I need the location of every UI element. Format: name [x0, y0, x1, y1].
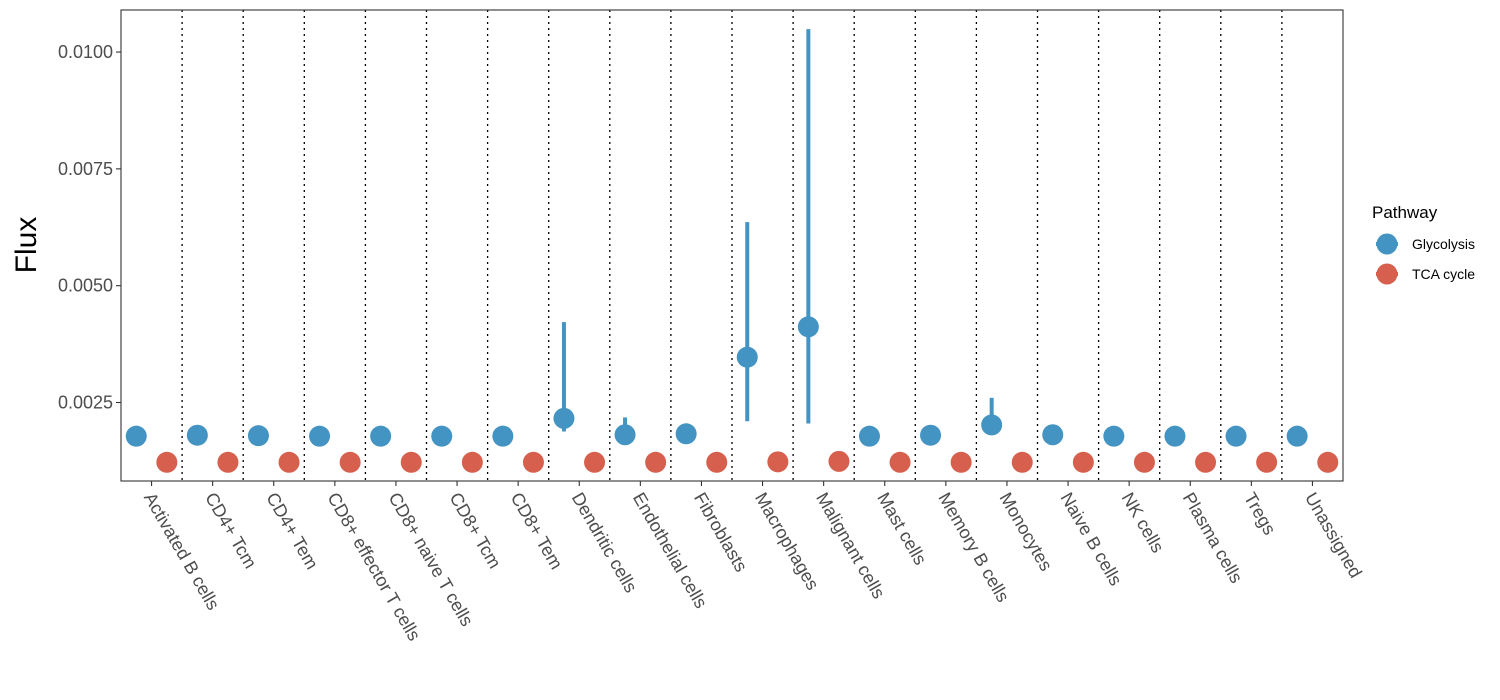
data-point-glycolysis — [492, 425, 514, 447]
data-point-tca-cycle — [645, 451, 667, 473]
data-points — [125, 316, 1339, 473]
data-point-tca-cycle — [950, 451, 972, 473]
x-tick-label: Macrophages — [751, 489, 823, 593]
y-tick-label: 0.0025 — [58, 393, 113, 413]
data-point-tca-cycle — [339, 451, 361, 473]
data-point-glycolysis — [186, 424, 208, 446]
data-point-tca-cycle — [767, 451, 789, 473]
data-point-glycolysis — [920, 424, 942, 446]
x-tick-label: Naive B cells — [1057, 489, 1126, 589]
x-tick-label: CD8+ Tem — [507, 489, 567, 573]
data-point-tca-cycle — [1133, 451, 1155, 473]
data-point-tca-cycle — [1317, 451, 1339, 473]
data-point-tca-cycle — [217, 451, 239, 473]
data-point-tca-cycle — [584, 451, 606, 473]
data-point-glycolysis — [1225, 425, 1247, 447]
x-tick-label: Monocytes — [995, 489, 1056, 574]
data-point-tca-cycle — [889, 451, 911, 473]
legend-label: Glycolysis — [1412, 236, 1475, 252]
x-tick-label: CD4+ Tcm — [201, 489, 260, 572]
legend-title: Pathway — [1372, 203, 1438, 222]
data-point-glycolysis — [797, 316, 819, 338]
legend-key — [1376, 233, 1398, 255]
data-point-glycolysis — [1042, 424, 1064, 446]
data-point-tca-cycle — [1195, 451, 1217, 473]
data-point-tca-cycle — [156, 451, 178, 473]
data-point-glycolysis — [1164, 425, 1186, 447]
legend-label: TCA cycle — [1412, 266, 1475, 282]
data-point-tca-cycle — [1256, 451, 1278, 473]
legend-key — [1376, 263, 1398, 285]
data-point-glycolysis — [125, 425, 147, 447]
category-separators — [181, 10, 1283, 481]
plot-panel-border — [120, 9, 1344, 482]
x-tick-label: Plasma cells — [1179, 489, 1247, 586]
data-point-glycolysis — [370, 425, 392, 447]
data-point-tca-cycle — [278, 451, 300, 473]
data-point-glycolysis — [553, 407, 575, 429]
data-point-glycolysis — [1286, 425, 1308, 447]
y-axis-title: Flux — [10, 217, 43, 274]
data-point-tca-cycle — [1072, 451, 1094, 473]
data-point-glycolysis — [858, 425, 880, 447]
x-tick-label: Dendritic cells — [568, 489, 641, 596]
error-bars — [561, 29, 994, 437]
data-point-tca-cycle — [706, 451, 728, 473]
data-point-tca-cycle — [400, 451, 422, 473]
x-tick-label: NK cells — [1118, 489, 1168, 556]
y-axis: 0.0025 0.0050 0.0075 0.0100 — [58, 42, 121, 413]
data-point-glycolysis — [247, 425, 269, 447]
x-tick-label: CD4+ Tem — [262, 489, 322, 573]
data-point-glycolysis — [431, 425, 453, 447]
data-point-tca-cycle — [522, 451, 544, 473]
x-tick-label: Fibroblasts — [690, 489, 751, 575]
data-point-tca-cycle — [828, 450, 850, 472]
data-point-tca-cycle — [461, 451, 483, 473]
x-tick-label: Tregs — [1240, 489, 1280, 538]
legend-items: Glycolysis TCA cycle — [1376, 233, 1475, 285]
x-tick-label: Unassigned — [1301, 489, 1366, 581]
y-tick-label: 0.0100 — [58, 42, 113, 62]
data-point-glycolysis — [1103, 425, 1125, 447]
y-tick-label: 0.0075 — [58, 159, 113, 179]
data-point-glycolysis — [309, 425, 331, 447]
x-tick-label: Mast cells — [873, 489, 930, 568]
data-point-glycolysis — [675, 423, 697, 445]
data-point-tca-cycle — [1011, 451, 1033, 473]
y-tick-label: 0.0050 — [58, 276, 113, 296]
data-point-glycolysis — [736, 346, 758, 368]
data-point-glycolysis — [614, 424, 636, 446]
x-tick-label: CD8+ Tcm — [446, 489, 505, 572]
data-point-glycolysis — [981, 414, 1003, 436]
legend: Pathway Glycolysis TCA cycle — [1372, 203, 1475, 285]
